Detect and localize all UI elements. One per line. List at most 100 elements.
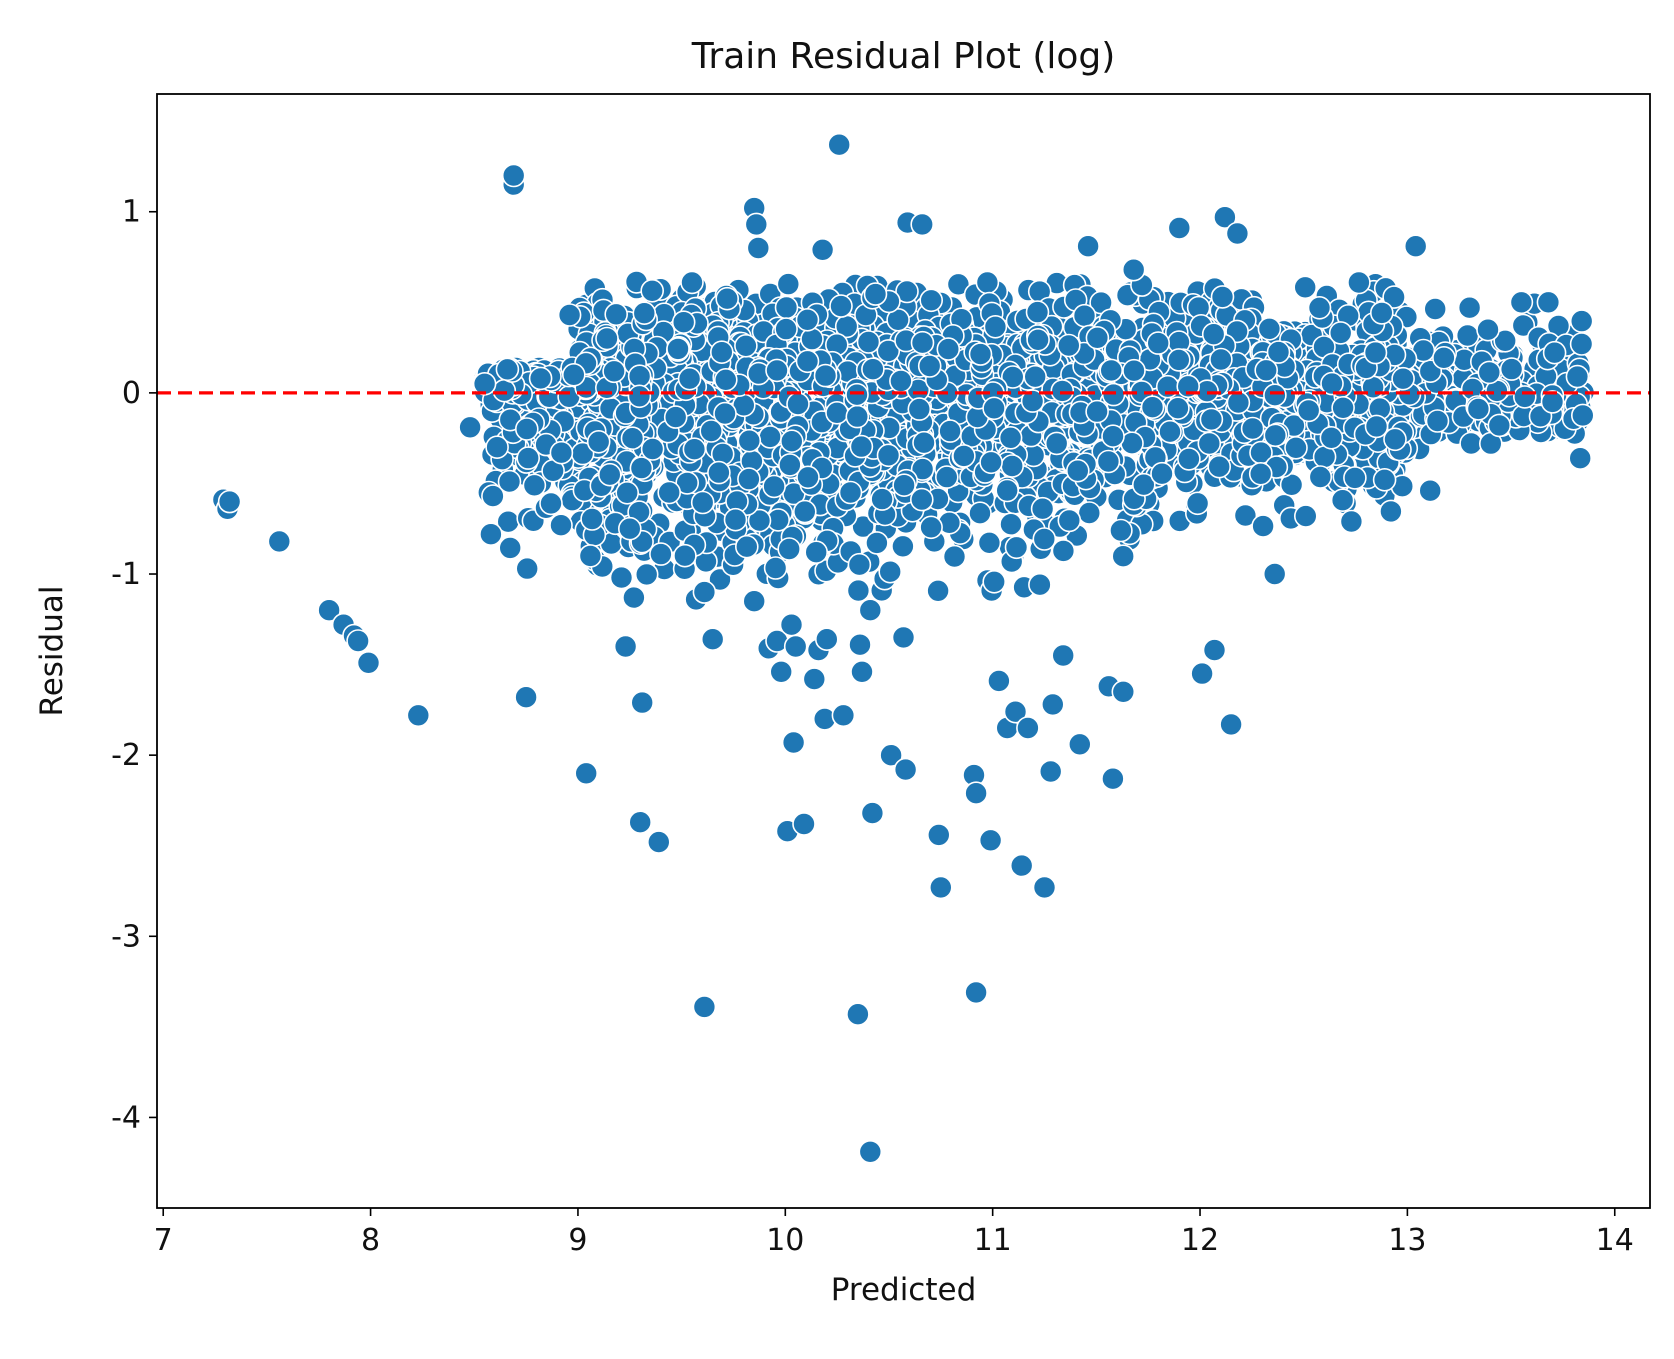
- data-point: [1122, 358, 1146, 383]
- data-point: [982, 569, 1007, 594]
- x-tick-label: 7: [154, 1223, 173, 1258]
- data-point: [742, 589, 767, 614]
- data-point: [317, 598, 341, 623]
- data-point: [779, 612, 804, 637]
- data-point: [1328, 321, 1353, 345]
- data-point: [1476, 317, 1500, 342]
- data-point: [891, 534, 915, 559]
- data-point: [779, 429, 804, 454]
- data-point: [848, 632, 872, 657]
- chart-title: Train Residual Plot (log): [691, 36, 1116, 77]
- data-point: [946, 272, 971, 297]
- data-point: [746, 236, 771, 260]
- data-point: [865, 531, 889, 555]
- data-point: [891, 625, 916, 650]
- data-point: [561, 362, 586, 387]
- data-point: [1201, 322, 1226, 347]
- data-point: [1190, 661, 1214, 686]
- data-point: [267, 529, 292, 554]
- data-point: [774, 295, 799, 320]
- data-point: [713, 401, 737, 426]
- data-point: [699, 419, 724, 443]
- data-point: [886, 307, 910, 332]
- data-point: [1226, 390, 1251, 415]
- data-point: [406, 703, 431, 728]
- data-point: [776, 272, 801, 296]
- data-point: [1509, 290, 1534, 315]
- data-point: [851, 514, 875, 539]
- data-point: [1109, 518, 1133, 543]
- data-point: [485, 435, 509, 460]
- data-point: [917, 354, 942, 378]
- data-point: [1068, 732, 1092, 757]
- data-point: [1432, 345, 1456, 370]
- data-point: [640, 278, 665, 303]
- data-point: [1370, 301, 1394, 325]
- data-point: [796, 465, 820, 490]
- data-point: [861, 357, 885, 382]
- data-point: [709, 340, 734, 365]
- data-point: [800, 327, 824, 351]
- data-point: [964, 781, 988, 806]
- data-point: [1391, 366, 1415, 391]
- data-point: [671, 310, 696, 335]
- x-tick-label: 10: [766, 1223, 804, 1258]
- data-point: [1493, 328, 1517, 353]
- data-point: [492, 378, 517, 403]
- data-point: [975, 270, 1000, 295]
- y-tick-label: 1: [122, 195, 141, 230]
- data-point: [1032, 875, 1057, 900]
- data-point: [747, 508, 772, 533]
- data-point: [1003, 699, 1028, 724]
- data-point: [1158, 419, 1182, 444]
- data-point: [860, 801, 885, 825]
- data-point: [846, 578, 871, 603]
- y-tick-label: 0: [122, 376, 141, 411]
- data-point: [622, 585, 646, 610]
- data-point: [217, 489, 242, 514]
- data-point: [845, 404, 870, 429]
- data-point: [640, 437, 665, 461]
- data-point: [1487, 413, 1512, 438]
- data-point: [1030, 496, 1055, 521]
- data-point: [516, 446, 541, 470]
- x-tick-label: 14: [1596, 1223, 1634, 1258]
- data-point: [1466, 397, 1491, 421]
- data-point: [968, 501, 992, 526]
- data-point: [495, 357, 520, 382]
- data-point: [889, 369, 913, 393]
- data-point: [1077, 501, 1102, 525]
- data-point: [964, 980, 988, 1005]
- data-point: [657, 480, 682, 505]
- data-point: [968, 342, 993, 366]
- data-point: [1051, 539, 1076, 563]
- data-point: [498, 536, 523, 560]
- data-point: [983, 314, 1008, 339]
- data-point: [831, 703, 856, 728]
- data-point: [912, 430, 936, 455]
- data-point: [1038, 759, 1063, 784]
- data-point: [1513, 385, 1537, 409]
- data-point: [846, 1002, 870, 1027]
- data-point: [1379, 499, 1403, 524]
- data-point: [1511, 313, 1536, 338]
- data-point: [1569, 332, 1594, 356]
- data-point: [715, 286, 740, 311]
- data-point: [892, 473, 916, 498]
- data-point: [829, 294, 853, 318]
- data-point: [734, 333, 758, 358]
- data-point: [673, 543, 697, 568]
- data-point: [910, 330, 935, 355]
- data-point: [870, 487, 894, 511]
- data-point: [1025, 300, 1050, 324]
- data-point: [876, 443, 901, 468]
- data-point: [497, 469, 522, 494]
- data-point: [1185, 491, 1210, 516]
- data-point: [1020, 389, 1045, 413]
- data-point: [1166, 396, 1190, 421]
- y-axis-label: Residual: [34, 586, 70, 717]
- data-point: [769, 659, 794, 684]
- data-point: [827, 132, 852, 157]
- data-point: [1132, 472, 1156, 497]
- data-point: [602, 359, 626, 384]
